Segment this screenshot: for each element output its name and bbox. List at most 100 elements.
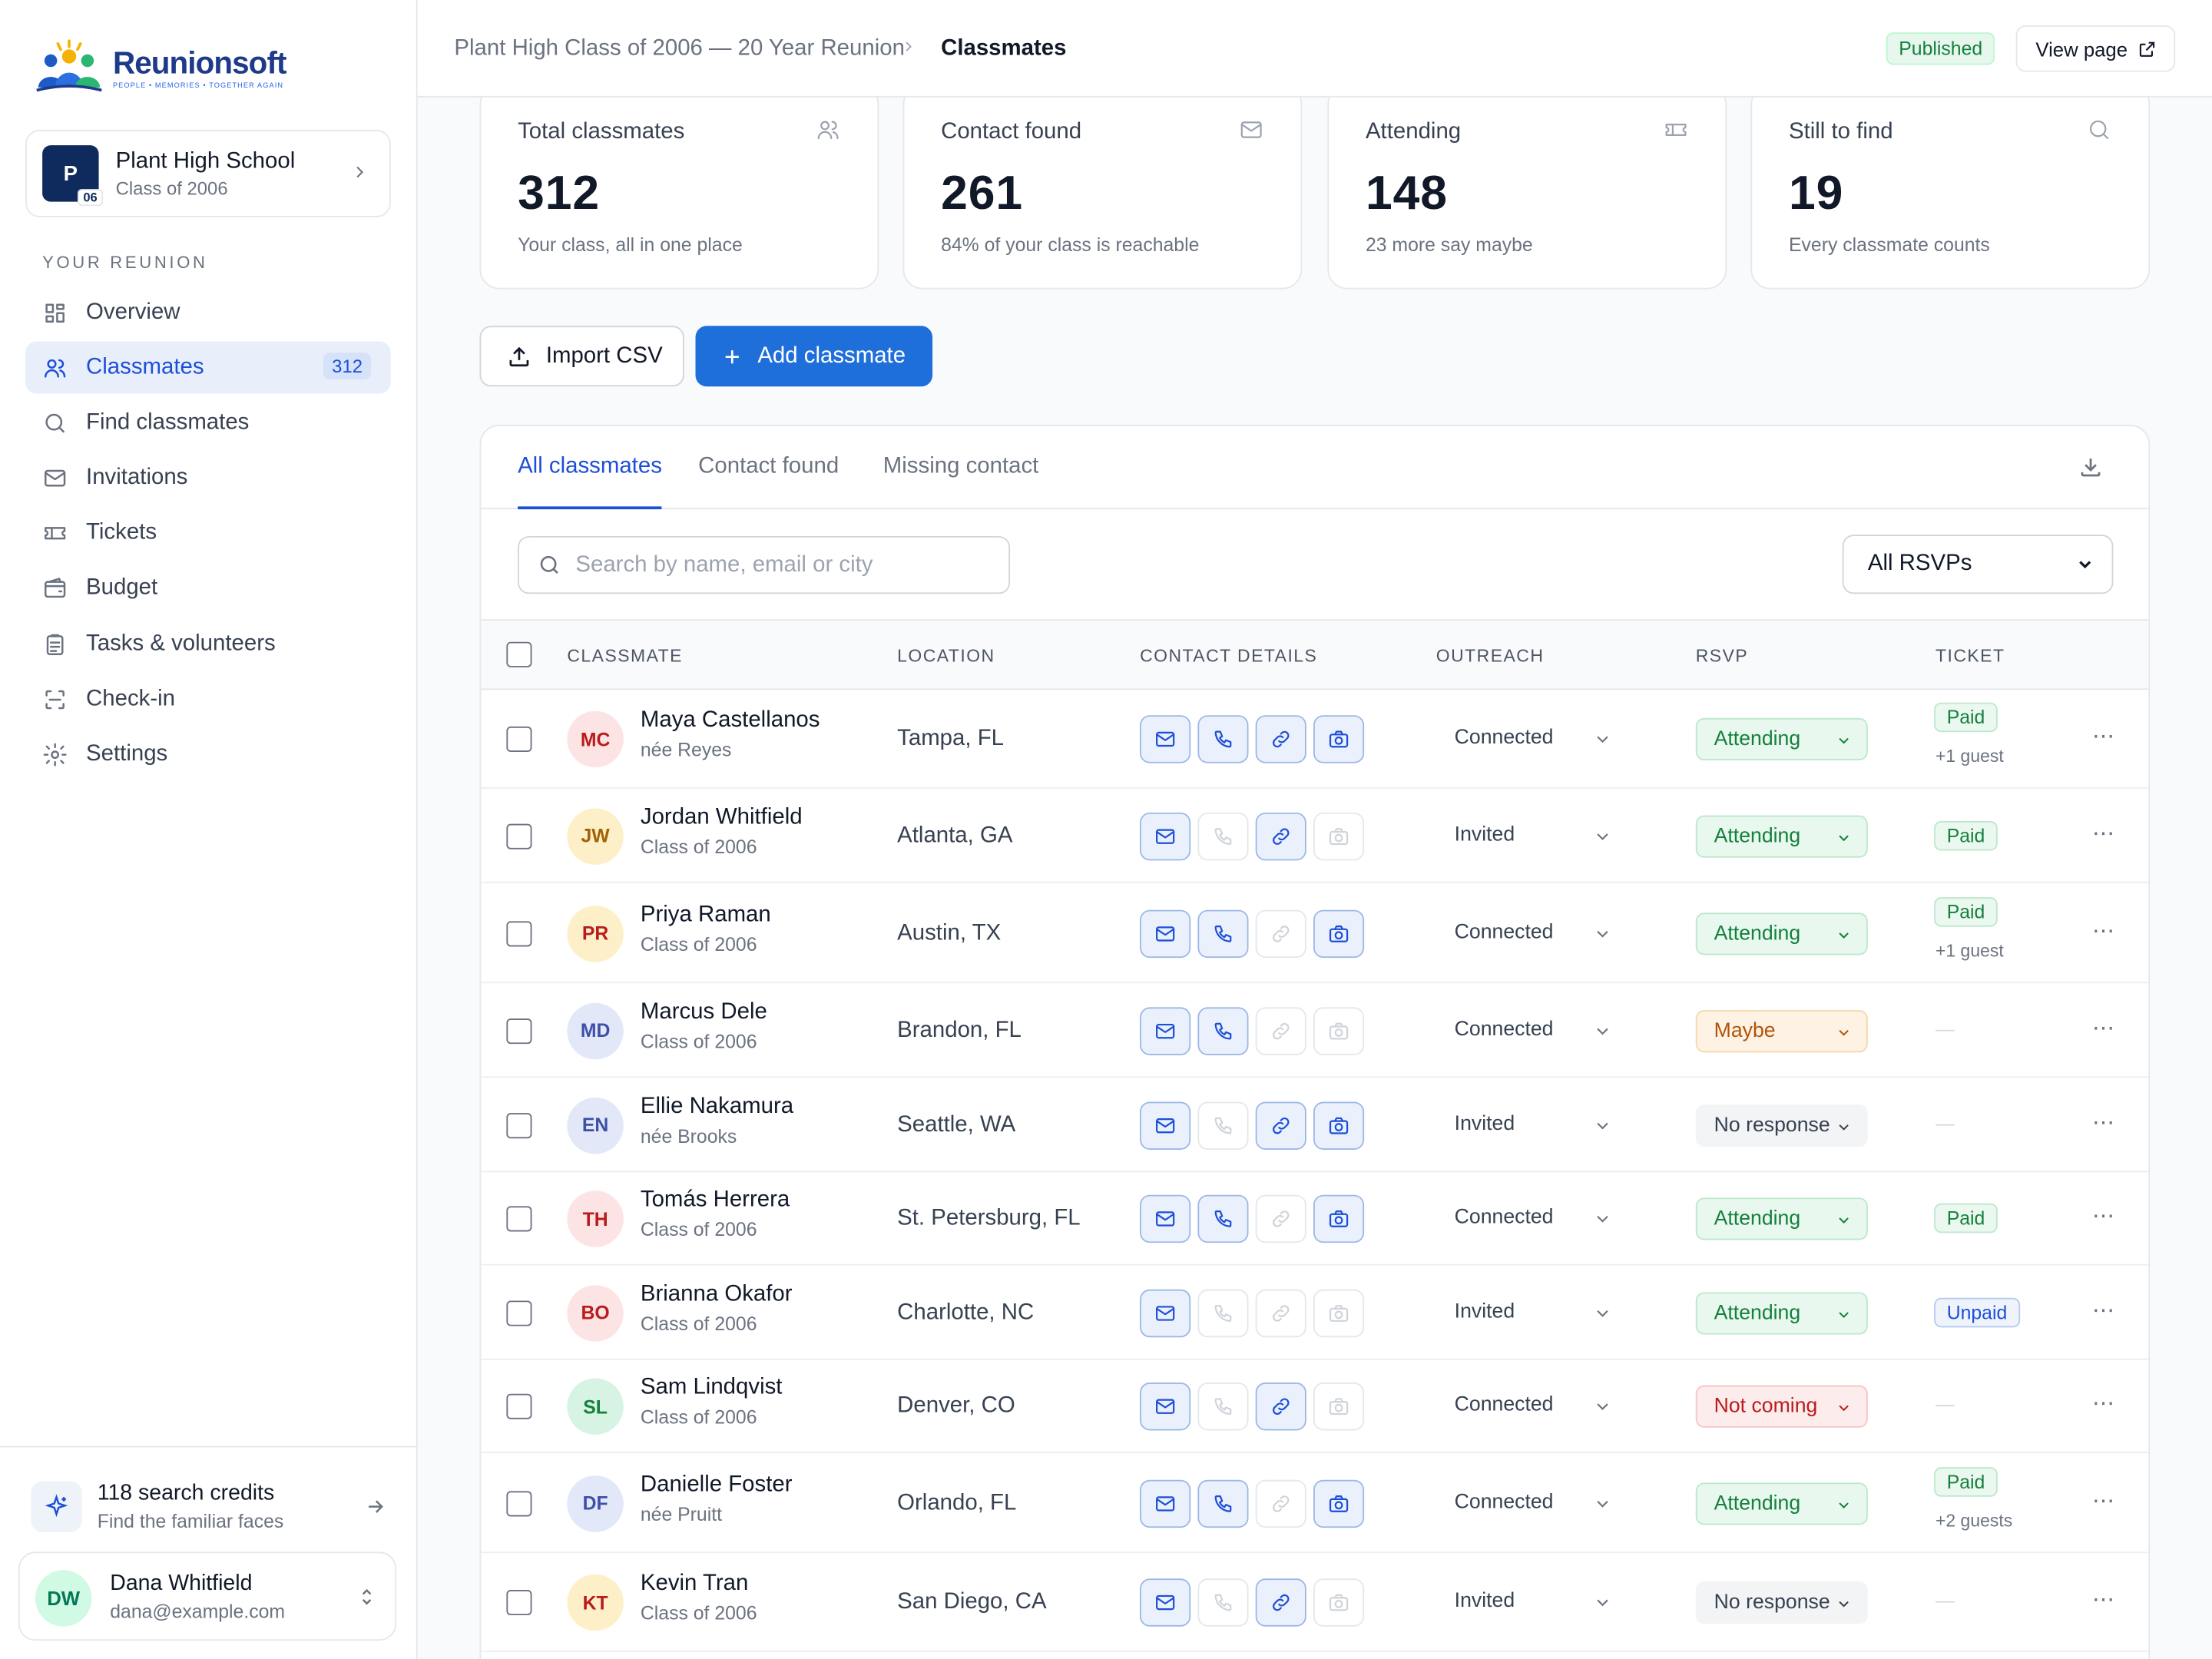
contact-camera-button[interactable] xyxy=(1313,1194,1365,1243)
rsvp-select[interactable]: Attending xyxy=(1695,912,1868,955)
chevron-down-icon[interactable] xyxy=(1593,1209,1613,1229)
more-actions-icon[interactable]: ⋯ xyxy=(2091,1111,2117,1135)
contact-mail-button[interactable] xyxy=(1140,1479,1191,1528)
rsvp-select[interactable]: Attending xyxy=(1695,1482,1868,1525)
tab-missing-contact[interactable]: Missing contact xyxy=(882,454,1039,478)
user-menu[interactable]: DW Dana Whitfield dana@example.com xyxy=(18,1551,397,1641)
view-page-button[interactable]: View page xyxy=(2015,25,2176,72)
outreach-status[interactable]: Connected xyxy=(1454,920,1554,943)
search-credits[interactable]: 118 search credits Find the familiar fac… xyxy=(0,1445,418,1552)
classmate-name[interactable]: Jordan Whitfield xyxy=(640,804,803,830)
column-header-rsvp[interactable]: RSVP xyxy=(1695,646,1749,666)
classmate-name[interactable]: Tomás Herrera xyxy=(640,1187,790,1212)
chevron-down-icon[interactable] xyxy=(1593,730,1613,750)
contact-mail-button[interactable] xyxy=(1140,1101,1191,1150)
classmate-name[interactable]: Danielle Foster xyxy=(640,1472,793,1496)
contact-link-button[interactable] xyxy=(1255,812,1306,860)
chevron-down-icon[interactable] xyxy=(1593,1115,1613,1135)
more-actions-icon[interactable]: ⋯ xyxy=(2091,1588,2117,1613)
row-checkbox[interactable] xyxy=(506,726,532,752)
rsvp-select[interactable]: No response xyxy=(1695,1581,1868,1624)
contact-phone-button[interactable] xyxy=(1197,1006,1249,1055)
contact-phone-button[interactable] xyxy=(1197,715,1249,763)
breadcrumb-parent[interactable]: Plant High Class of 2006 — 20 Year Reuni… xyxy=(454,36,905,61)
outreach-status[interactable]: Connected xyxy=(1454,1490,1554,1513)
rsvp-select[interactable]: Attending xyxy=(1695,1291,1868,1334)
rsvp-select[interactable]: No response xyxy=(1695,1104,1868,1147)
row-checkbox[interactable] xyxy=(506,1300,532,1326)
more-actions-icon[interactable]: ⋯ xyxy=(2091,725,2117,750)
outreach-status[interactable]: Invited xyxy=(1454,1112,1515,1135)
chevron-down-icon[interactable] xyxy=(1593,1021,1613,1041)
contact-camera-button[interactable] xyxy=(1313,909,1365,958)
sidebar-item-find-classmates[interactable]: Find classmates xyxy=(25,397,391,449)
outreach-status[interactable]: Connected xyxy=(1454,1018,1554,1041)
add-classmate-button[interactable]: Add classmate xyxy=(695,326,933,387)
chevron-down-icon[interactable] xyxy=(1593,1303,1613,1323)
contact-link-button[interactable] xyxy=(1255,1578,1306,1627)
classmate-name[interactable]: Sam Lindqvist xyxy=(640,1375,783,1400)
column-header-outreach[interactable]: OUTREACH xyxy=(1435,646,1545,666)
contact-mail-button[interactable] xyxy=(1140,1194,1191,1243)
row-checkbox[interactable] xyxy=(506,920,532,946)
brand-logo[interactable]: Reunionsoft PEOPLE • MEMORIES • TOGETHER… xyxy=(34,39,286,95)
more-actions-icon[interactable]: ⋯ xyxy=(2091,1298,2117,1323)
select-all-checkbox[interactable] xyxy=(506,641,532,667)
row-checkbox[interactable] xyxy=(506,1393,532,1419)
more-actions-icon[interactable]: ⋯ xyxy=(2091,821,2117,846)
chevron-down-icon[interactable] xyxy=(1593,1593,1613,1613)
sidebar-item-overview[interactable]: Overview xyxy=(25,286,391,339)
more-actions-icon[interactable]: ⋯ xyxy=(2091,1488,2117,1513)
classmate-name[interactable]: Marcus Dele xyxy=(640,999,767,1024)
chevron-down-icon[interactable] xyxy=(1593,1493,1613,1513)
sidebar-item-check-in[interactable]: Check-in xyxy=(25,674,391,726)
chevron-down-icon[interactable] xyxy=(1593,826,1613,846)
contact-mail-button[interactable] xyxy=(1140,1382,1191,1431)
row-checkbox[interactable] xyxy=(506,1206,532,1232)
tab-contact-found[interactable]: Contact found xyxy=(698,454,839,478)
contact-mail-button[interactable] xyxy=(1140,909,1191,958)
more-actions-icon[interactable]: ⋯ xyxy=(2091,1016,2117,1041)
contact-camera-button[interactable] xyxy=(1313,1479,1365,1528)
row-checkbox[interactable] xyxy=(506,1018,532,1044)
rsvp-select[interactable]: Maybe xyxy=(1695,1009,1868,1052)
sidebar-item-tickets[interactable]: Tickets xyxy=(25,508,391,560)
outreach-status[interactable]: Connected xyxy=(1454,726,1554,750)
outreach-status[interactable]: Connected xyxy=(1454,1393,1554,1417)
outreach-status[interactable]: Invited xyxy=(1454,1300,1515,1323)
contact-phone-button[interactable] xyxy=(1197,1194,1249,1243)
sidebar-item-tasks-volunteers[interactable]: Tasks & volunteers xyxy=(25,618,391,671)
sidebar-item-invitations[interactable]: Invitations xyxy=(25,452,391,505)
contact-camera-button[interactable] xyxy=(1313,1101,1365,1150)
more-actions-icon[interactable]: ⋯ xyxy=(2091,1204,2117,1229)
outreach-status[interactable]: Invited xyxy=(1454,823,1515,846)
classmate-name[interactable]: Kevin Tran xyxy=(640,1571,749,1596)
contact-mail-button[interactable] xyxy=(1140,812,1191,860)
column-header-location[interactable]: LOCATION xyxy=(897,646,995,666)
contact-link-button[interactable] xyxy=(1255,1382,1306,1431)
table-row[interactable]: MD Marcus Dele Class of 2006 Brandon, FL Con… xyxy=(481,983,2149,1078)
chevron-down-icon[interactable] xyxy=(1593,1396,1613,1416)
column-header-ticket[interactable]: TICKET xyxy=(1936,646,2005,666)
column-header-classmate[interactable]: CLASSMATE xyxy=(567,646,683,666)
chevron-down-icon[interactable] xyxy=(1593,923,1613,943)
import-csv-button[interactable]: Import CSV xyxy=(479,326,684,387)
contact-camera-button[interactable] xyxy=(1313,715,1365,763)
row-checkbox[interactable] xyxy=(506,1490,532,1516)
row-checkbox[interactable] xyxy=(506,823,532,849)
contact-phone-button[interactable] xyxy=(1197,1479,1249,1528)
outreach-status[interactable]: Invited xyxy=(1454,1590,1515,1613)
more-actions-icon[interactable]: ⋯ xyxy=(2091,1392,2117,1417)
table-row[interactable]: TH Tomás Herrera Class of 2006 St. Petersbu… xyxy=(481,1172,2149,1266)
row-checkbox[interactable] xyxy=(506,1112,532,1138)
contact-mail-button[interactable] xyxy=(1140,1578,1191,1627)
sidebar-item-classmates[interactable]: Classmates 312 xyxy=(25,341,391,394)
table-row[interactable]: BO Brianna Okafor Class of 2006 Charlotte, … xyxy=(481,1266,2149,1360)
classmate-name[interactable]: Maya Castellanos xyxy=(640,708,820,733)
row-checkbox[interactable] xyxy=(506,1590,532,1616)
table-row[interactable]: PR Priya Raman Class of 2006 Austin, TX Conn… xyxy=(481,883,2149,984)
contact-link-button[interactable] xyxy=(1255,1101,1306,1150)
table-row[interactable]: EN Ellie Nakamura née Brooks Seattle, WA Inv… xyxy=(481,1078,2149,1173)
rsvp-select[interactable]: Attending xyxy=(1695,1197,1868,1240)
table-row[interactable]: KT Kevin Tran Class of 2006 San Diego, CA In… xyxy=(481,1553,2149,1652)
